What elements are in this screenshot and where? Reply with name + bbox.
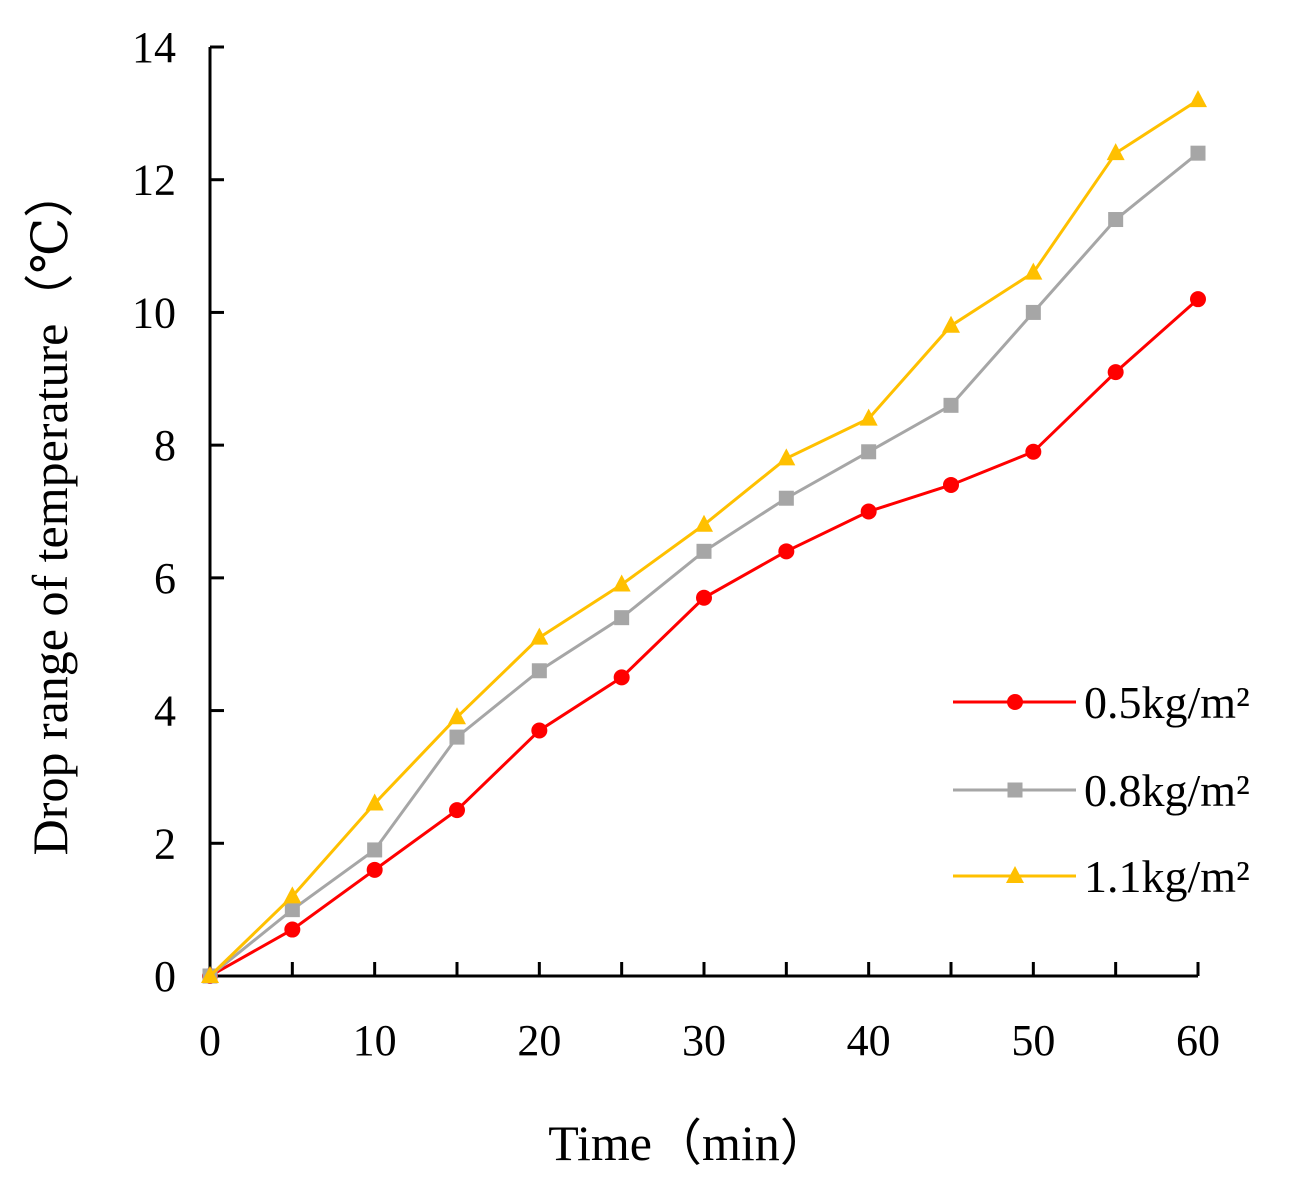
y-tick-label: 8 [154,421,176,470]
series-2 [202,145,1206,984]
data-point [696,543,712,559]
y-tick-label: 10 [132,288,176,337]
y-tick-label: 12 [132,156,176,205]
legend: 0.5kg/m² 0.8kg/m² 1.1kg/m² [953,677,1250,902]
data-point [942,315,960,333]
legend-item: 0.8kg/m² [953,765,1250,816]
x-tick-label: 10 [353,1016,397,1065]
data-point [1190,291,1206,308]
data-point [695,514,713,532]
legend-label: 0.5kg/m² [1084,677,1250,728]
data-point [449,729,465,745]
data-point [1025,443,1042,460]
y-tick-label: 4 [154,687,176,736]
data-point [284,902,300,918]
data-point [284,921,301,938]
data-point [448,707,466,725]
data-point [1107,364,1124,381]
data-point [531,722,548,739]
data-point [449,802,465,819]
data-point [943,476,959,493]
data-point [1189,90,1207,108]
data-point [778,490,794,506]
y-tick-label: 14 [132,23,176,72]
series-layer [201,90,1207,984]
x-tick-label: 30 [682,1016,726,1065]
legend-marker [1006,866,1024,883]
x-axis-title: Time（min） [548,1115,830,1171]
legend-marker [1007,694,1023,710]
data-point [614,610,630,626]
data-point [777,448,796,466]
y-tick-label: 2 [154,819,176,868]
data-point [530,627,549,645]
legend-item: 0.5kg/m² [953,677,1250,728]
data-point [1108,212,1124,228]
legend-item: 1.1kg/m² [953,851,1250,902]
x-tick-label: 50 [1011,1016,1055,1065]
series-1 [202,291,1206,984]
data-point [1190,145,1206,161]
data-point [1025,304,1041,320]
data-point [1024,262,1043,280]
series-line [209,298,1199,978]
data-point [696,589,712,606]
series-3 [201,90,1207,983]
data-point [367,842,383,858]
x-ticks: 0 10 20 30 40 50 60 [199,962,1220,1065]
x-tick-label: 20 [517,1016,561,1065]
data-point [365,793,384,811]
data-point [612,574,631,592]
data-point [283,886,302,904]
data-point [366,861,383,878]
x-tick-label: 0 [199,1016,221,1065]
data-point [1106,143,1125,161]
data-point [531,663,547,679]
legend-label: 0.8kg/m² [1084,765,1250,816]
x-tick-label: 40 [847,1016,891,1065]
data-point [201,966,219,983]
y-tick-label: 0 [154,952,176,1001]
data-point [778,543,795,560]
y-axis-title: Drop range of temperature（℃） [22,168,78,856]
y-ticks: 0 2 4 6 8 10 12 14 [132,23,224,1001]
legend-label: 1.1kg/m² [1084,851,1250,902]
data-point [860,503,877,520]
data-point [861,444,877,460]
series-line [208,98,1199,978]
axes [208,47,1198,978]
data-point [613,669,630,686]
series-line [209,152,1199,978]
data-point [859,408,878,426]
y-tick-label: 6 [154,554,176,603]
legend-marker [1007,782,1023,798]
data-point [943,397,959,413]
x-tick-label: 60 [1176,1016,1220,1065]
